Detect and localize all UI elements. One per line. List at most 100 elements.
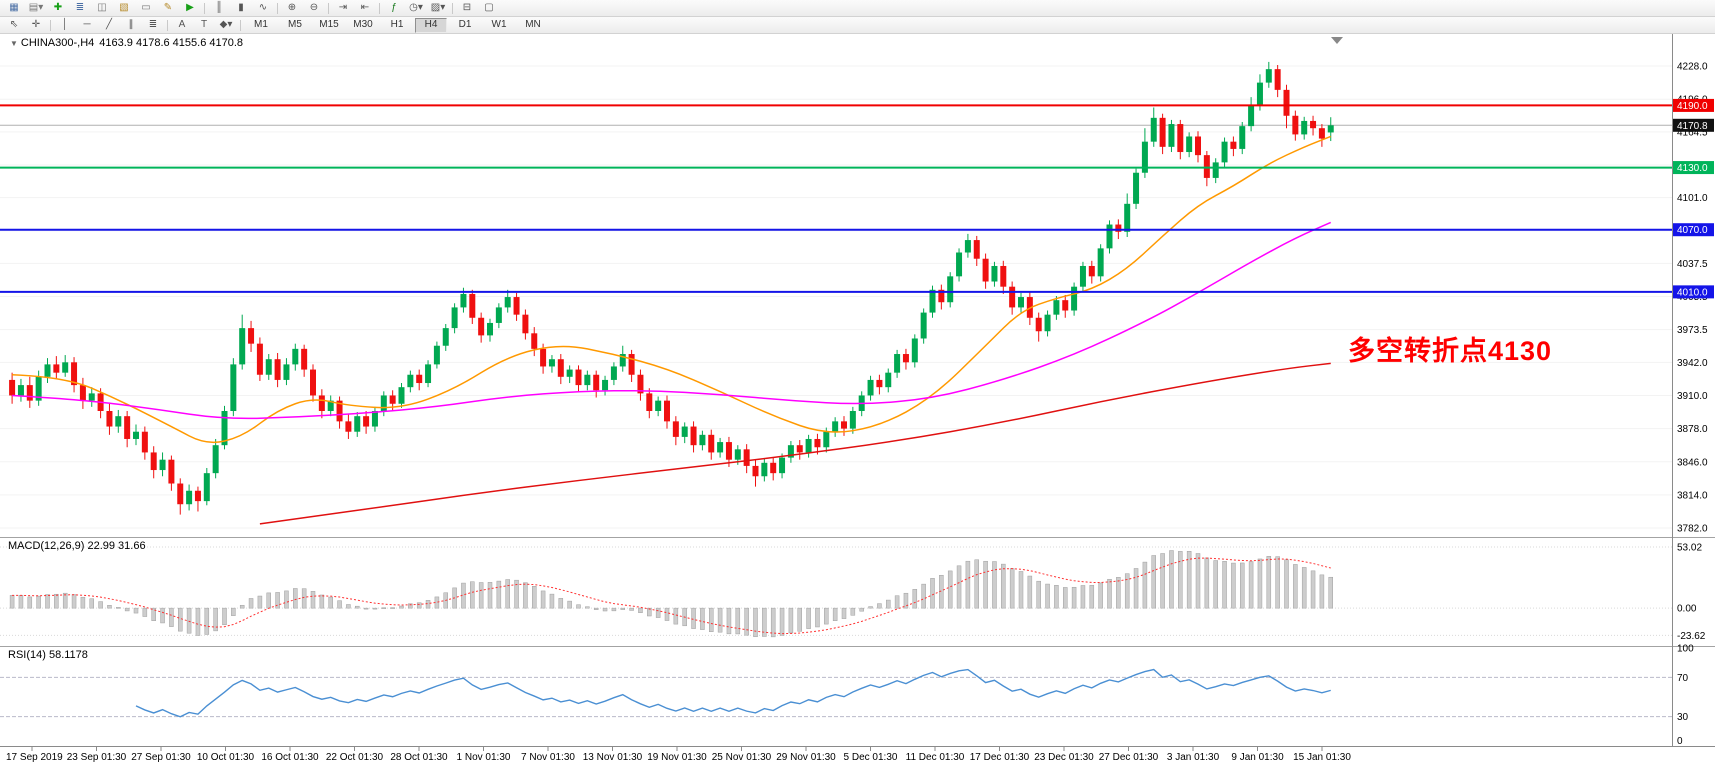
- new-order-button[interactable]: ✚: [53, 2, 63, 13]
- svg-text:17 Sep 2019: 17 Sep 2019: [6, 752, 63, 763]
- macd-axis-labels: 53.02 0.00 -23.62: [1677, 543, 1706, 642]
- svg-text:11 Dec 01:30: 11 Dec 01:30: [906, 752, 965, 763]
- chart-canvas[interactable]: [0, 33, 1672, 747]
- equidistant-channel-button[interactable]: ∥: [128, 19, 134, 30]
- horizontal-line-button[interactable]: ─: [83, 19, 91, 30]
- svg-text:4010.0: 4010.0: [1677, 287, 1708, 298]
- toolbar-line-studies: ⇖ ✛ │ ─ ╱ ∥ ≣ A T ◆▾ M1 M5 M15 M30 H1 H4 D1 W1 MN: [0, 17, 1715, 34]
- timeframes-dropdown-button[interactable]: ◷▾: [409, 2, 423, 13]
- svg-text:3846.0: 3846.0: [1677, 457, 1708, 468]
- svg-text:10 Oct 01:30: 10 Oct 01:30: [197, 752, 255, 763]
- new-chart-button[interactable]: ▦: [9, 2, 19, 13]
- chart-shift-marker: [1331, 37, 1343, 44]
- ma-mid: [12, 221, 1332, 420]
- autotrading-button[interactable]: ▶: [186, 2, 194, 13]
- svg-text:0.00: 0.00: [1677, 604, 1697, 615]
- templates-dropdown-button[interactable]: ▨▾: [430, 2, 446, 13]
- toolbar-separator: [240, 19, 241, 31]
- svg-text:19 Nov 01:30: 19 Nov 01:30: [647, 752, 707, 763]
- timeframe-m15-button[interactable]: M15: [319, 18, 339, 30]
- text-button[interactable]: A: [178, 19, 186, 30]
- candles-layer: [9, 61, 1334, 515]
- svg-text:3910.0: 3910.0: [1677, 391, 1708, 402]
- svg-text:4228.0: 4228.0: [1677, 62, 1708, 73]
- rsi-indicator-label: RSI(14) 58.1178: [8, 649, 88, 661]
- ma-slow: [259, 362, 1331, 525]
- timeframe-m5-button[interactable]: M5: [288, 18, 302, 30]
- svg-text:4070.0: 4070.0: [1677, 225, 1708, 236]
- zoom-in-button[interactable]: ⊕: [287, 2, 297, 13]
- svg-text:3814.0: 3814.0: [1677, 490, 1708, 501]
- toolbar-separator: [452, 2, 453, 14]
- svg-text:27 Sep 01:30: 27 Sep 01:30: [131, 752, 191, 763]
- svg-text:13 Nov 01:30: 13 Nov 01:30: [583, 752, 643, 763]
- fibonacci-button[interactable]: ≣: [148, 19, 158, 30]
- toolbar-separator: [379, 2, 380, 14]
- svg-text:4101.0: 4101.0: [1677, 193, 1708, 204]
- price-gridlines: [0, 65, 1672, 529]
- svg-text:27 Dec 01:30: 27 Dec 01:30: [1099, 752, 1159, 763]
- profiles-button[interactable]: ▤▾: [28, 2, 44, 13]
- svg-text:30: 30: [1677, 712, 1689, 723]
- svg-text:7 Nov 01:30: 7 Nov 01:30: [521, 752, 575, 763]
- svg-text:22 Oct 01:30: 22 Oct 01:30: [326, 752, 384, 763]
- data-window-button[interactable]: ◫: [97, 2, 107, 13]
- time-axis-labels: 17 Sep 2019 23 Sep 01:30 27 Sep 01:30 10 Oc…: [6, 747, 1351, 763]
- text-label-button[interactable]: T: [200, 19, 208, 30]
- svg-text:4130.0: 4130.0: [1677, 163, 1708, 174]
- svg-text:53.02: 53.02: [1677, 543, 1702, 554]
- macd-indicator-label: MACD(12,26,9) 22.99 31.66: [8, 540, 146, 552]
- svg-text:3 Jan 01:30: 3 Jan 01:30: [1167, 752, 1220, 763]
- trendline-button[interactable]: ╱: [105, 19, 113, 30]
- timeframe-m1-button[interactable]: M1: [254, 18, 268, 30]
- timeframe-h1-button[interactable]: H1: [390, 18, 404, 30]
- svg-text:16 Oct 01:30: 16 Oct 01:30: [261, 752, 319, 763]
- svg-text:4170.8: 4170.8: [1677, 121, 1708, 132]
- panel-separators: [0, 33, 1715, 747]
- svg-text:23 Dec 01:30: 23 Dec 01:30: [1034, 752, 1094, 763]
- timeframe-mn-button[interactable]: MN: [525, 18, 541, 30]
- price-axis[interactable]: [1672, 33, 1715, 747]
- toolbar-separator: [204, 2, 205, 14]
- toolbar-separator: [328, 2, 329, 14]
- svg-text:3878.0: 3878.0: [1677, 424, 1708, 435]
- timeframe-d1-button[interactable]: D1: [458, 18, 472, 30]
- ma-fast: [12, 135, 1332, 444]
- auto-scroll-button[interactable]: ⇥: [338, 2, 348, 13]
- svg-text:17 Dec 01:30: 17 Dec 01:30: [970, 752, 1030, 763]
- bar-chart-button[interactable]: ║: [215, 2, 223, 13]
- svg-text:-23.62: -23.62: [1677, 631, 1706, 642]
- market-watch-button[interactable]: ≣: [75, 2, 85, 13]
- timeframe-m30-button[interactable]: M30: [353, 18, 373, 30]
- svg-text:29 Nov 01:30: 29 Nov 01:30: [776, 752, 836, 763]
- indicators-button[interactable]: ƒ: [391, 2, 397, 13]
- print-button[interactable]: ⊟: [462, 2, 472, 13]
- timeframe-h4-button[interactable]: H4: [415, 17, 447, 33]
- macd-signal-line: [12, 557, 1331, 635]
- rsi-level-lines: [0, 676, 1672, 718]
- timeframe-w1-button[interactable]: W1: [491, 18, 507, 30]
- candlestick-chart-button[interactable]: ▮: [238, 2, 244, 13]
- terminal-button[interactable]: ▭: [141, 2, 151, 13]
- svg-text:1 Nov 01:30: 1 Nov 01:30: [457, 752, 511, 763]
- svg-text:3973.5: 3973.5: [1677, 325, 1708, 336]
- chart-text-annotation: 多空转折点4130: [1348, 336, 1553, 366]
- metaeditor-button[interactable]: ✎: [163, 2, 173, 13]
- svg-text:4164.5: 4164.5: [1677, 127, 1708, 138]
- chart-title-dropdown-icon[interactable]: ▼: [10, 39, 18, 48]
- cursor-button[interactable]: ⇖: [9, 19, 19, 30]
- time-axis[interactable]: [0, 747, 1672, 781]
- price-badges: 4190.0 4130.0 4070.0 4010.0 4170.8: [1673, 98, 1714, 299]
- toolbar-separator: [167, 19, 168, 31]
- svg-text:4037.5: 4037.5: [1677, 259, 1708, 270]
- crosshair-button[interactable]: ✛: [31, 19, 41, 30]
- vertical-line-button[interactable]: │: [61, 19, 69, 30]
- svg-text:4190.0: 4190.0: [1677, 101, 1708, 112]
- line-chart-button[interactable]: ∿: [258, 2, 268, 13]
- zoom-out-button[interactable]: ⊖: [309, 2, 319, 13]
- arrows-dropdown-button[interactable]: ◆▾: [219, 19, 233, 30]
- print-preview-button[interactable]: ▢: [484, 2, 494, 13]
- navigator-button[interactable]: ▧: [119, 2, 129, 13]
- chart-shift-button[interactable]: ⇤: [360, 2, 370, 13]
